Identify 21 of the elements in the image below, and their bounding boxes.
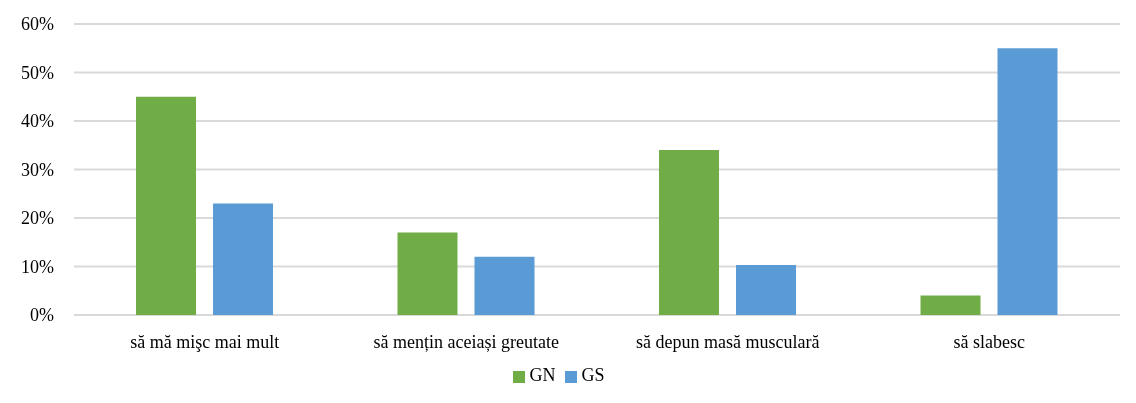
bar: [474, 256, 535, 315]
bar: [213, 203, 273, 315]
y-tick-label: 40%: [21, 111, 54, 132]
x-tick-label: să slabesc: [953, 331, 1025, 352]
bar: [397, 232, 458, 315]
x-tick-label: să depun masă musculară: [636, 331, 820, 352]
bar: [659, 150, 719, 315]
y-tick-label: 20%: [21, 208, 54, 229]
x-tick-label: să mă mişc mai mult: [130, 331, 280, 352]
legend-label: GN: [529, 365, 556, 385]
x-tick-label: să mențin aceiași greutate: [373, 331, 559, 352]
legend-label: GS: [581, 365, 605, 385]
bar: [136, 96, 196, 315]
y-tick-label: 60%: [21, 14, 54, 35]
bar: [997, 48, 1058, 315]
bar: [736, 265, 796, 315]
bar: [920, 295, 981, 315]
y-tick-label: 0%: [30, 305, 54, 326]
y-tick-label: 10%: [21, 256, 54, 277]
y-tick-label: 50%: [21, 62, 54, 83]
y-tick-label: 30%: [21, 159, 54, 180]
